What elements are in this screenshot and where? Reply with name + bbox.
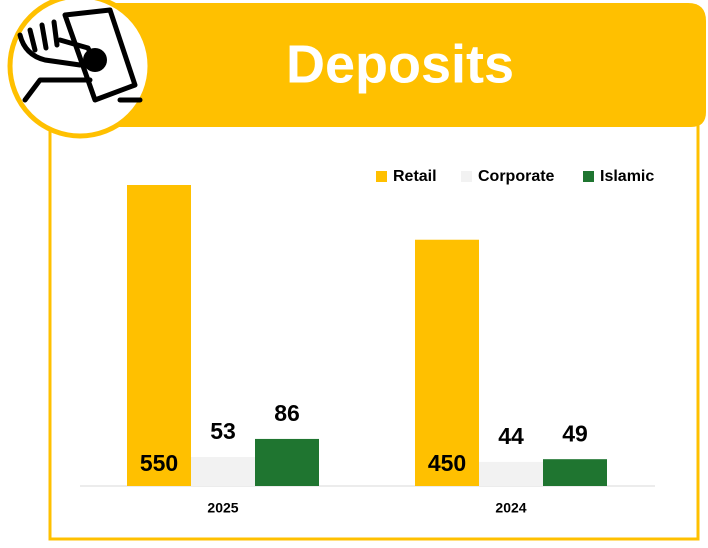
chart-title: Deposits [286, 34, 514, 94]
x-tick-label: 2024 [495, 500, 526, 516]
header-banner [95, 3, 706, 127]
bar [255, 438, 319, 486]
legend-label: Islamic [600, 168, 654, 185]
legend-label: Corporate [478, 168, 555, 185]
data-label: 49 [562, 420, 588, 446]
bar [127, 185, 191, 486]
legend-swatch [376, 171, 387, 182]
x-tick-label: 2025 [207, 500, 238, 516]
bar [543, 459, 607, 486]
data-label: 44 [498, 423, 524, 449]
bar [415, 239, 479, 486]
legend-swatch [583, 171, 594, 182]
legend-label: Retail [393, 168, 437, 185]
data-label: 86 [274, 400, 300, 426]
legend-swatch [461, 171, 472, 182]
data-label: 550 [140, 450, 178, 476]
bar [479, 461, 543, 486]
bar [191, 456, 255, 486]
data-label: 450 [428, 450, 466, 476]
data-label: 53 [210, 418, 236, 444]
icon-dot [83, 48, 107, 72]
